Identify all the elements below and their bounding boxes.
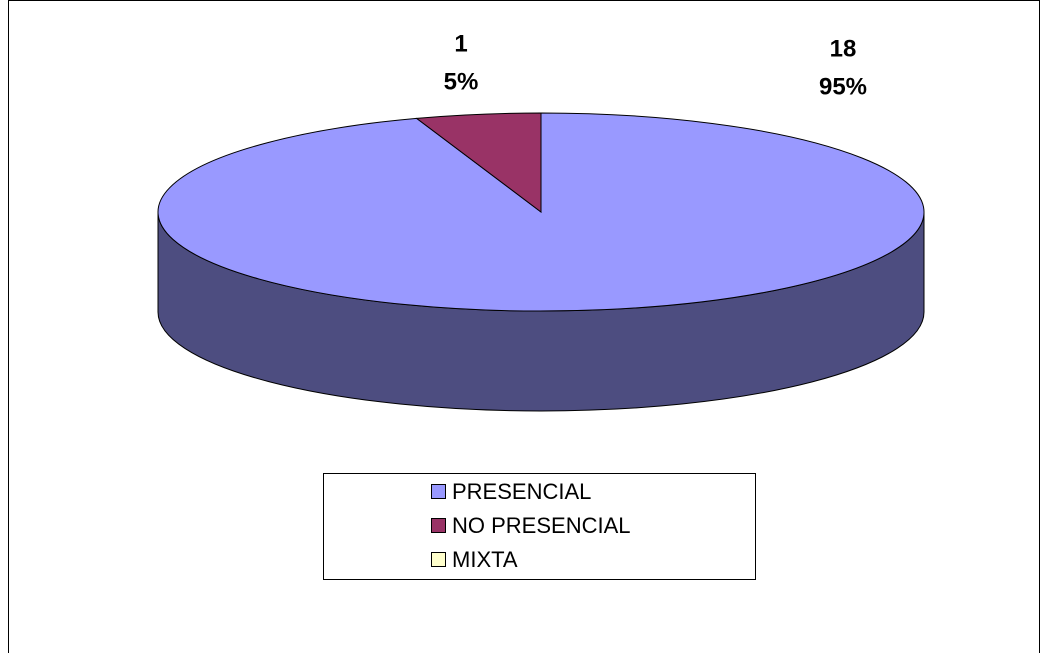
legend-swatch (431, 552, 446, 567)
legend-label: NO PRESENCIAL (452, 513, 631, 538)
legend-swatch (431, 518, 446, 533)
data-label-value: 1 (454, 30, 467, 57)
legend-swatch (431, 484, 446, 499)
legend-box (323, 473, 756, 580)
legend-label: MIXTA (452, 547, 518, 572)
data-label-percent: 95% (819, 73, 867, 100)
legend-label: PRESENCIAL (452, 479, 591, 504)
data-label-percent: 5% (444, 68, 479, 95)
data-label-value: 18 (830, 35, 857, 62)
